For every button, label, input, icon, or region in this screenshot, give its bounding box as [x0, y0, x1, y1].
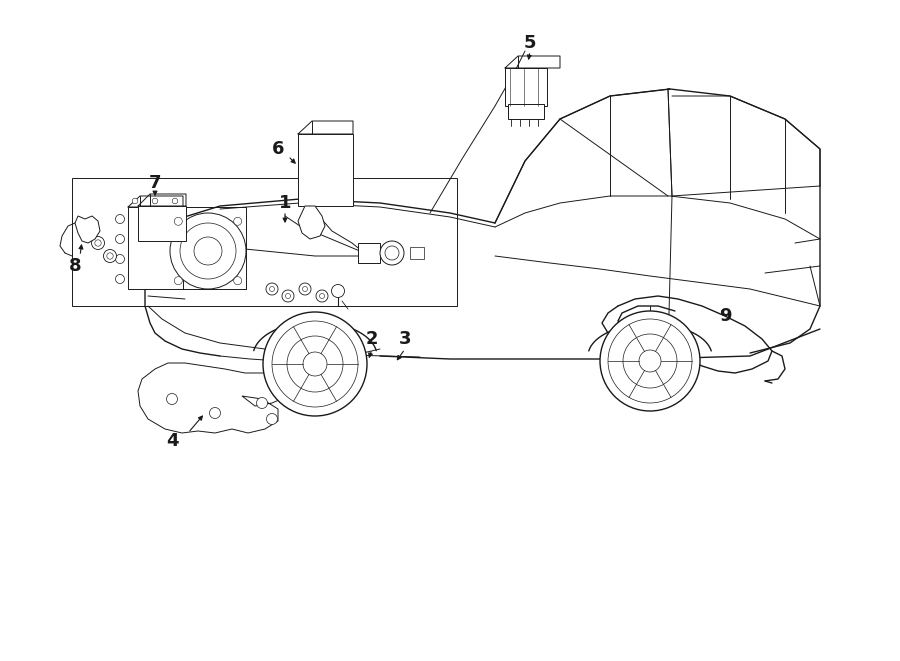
- Circle shape: [234, 217, 242, 225]
- Text: 8: 8: [68, 257, 81, 275]
- Circle shape: [269, 286, 274, 292]
- Circle shape: [600, 311, 700, 411]
- Circle shape: [331, 284, 345, 297]
- Circle shape: [266, 283, 278, 295]
- Circle shape: [180, 223, 236, 279]
- Circle shape: [234, 277, 242, 285]
- Circle shape: [107, 253, 113, 259]
- Circle shape: [175, 277, 183, 285]
- Circle shape: [115, 235, 124, 243]
- Text: 2: 2: [365, 330, 378, 348]
- Circle shape: [282, 290, 294, 302]
- Bar: [298, 134, 353, 206]
- Bar: [505, 68, 547, 106]
- Text: 5: 5: [524, 34, 536, 52]
- Circle shape: [320, 293, 325, 299]
- Circle shape: [104, 249, 116, 262]
- Polygon shape: [138, 363, 298, 433]
- Circle shape: [263, 312, 367, 416]
- Bar: [508, 104, 544, 119]
- Circle shape: [115, 274, 124, 284]
- Bar: [72, 178, 457, 306]
- Bar: [138, 206, 186, 241]
- Circle shape: [266, 414, 277, 424]
- Circle shape: [170, 213, 246, 289]
- Circle shape: [194, 237, 222, 265]
- Text: 3: 3: [399, 330, 411, 348]
- Bar: [410, 247, 424, 259]
- Circle shape: [299, 283, 311, 295]
- Text: 1: 1: [279, 194, 292, 212]
- Circle shape: [380, 241, 404, 265]
- Circle shape: [152, 198, 158, 204]
- Circle shape: [172, 198, 178, 204]
- Circle shape: [285, 293, 291, 299]
- FancyBboxPatch shape: [150, 249, 185, 271]
- Circle shape: [92, 237, 104, 249]
- Polygon shape: [75, 216, 100, 243]
- Bar: [128, 207, 183, 289]
- Circle shape: [94, 240, 101, 246]
- Circle shape: [316, 290, 328, 302]
- Text: 9: 9: [719, 307, 731, 325]
- Circle shape: [115, 254, 124, 264]
- Circle shape: [132, 198, 138, 204]
- Bar: [358, 243, 380, 263]
- Circle shape: [175, 217, 183, 225]
- Text: 4: 4: [166, 432, 178, 450]
- Text: 7: 7: [148, 174, 161, 192]
- Circle shape: [302, 286, 308, 292]
- Circle shape: [256, 397, 267, 408]
- Circle shape: [115, 215, 124, 223]
- Circle shape: [385, 246, 399, 260]
- Polygon shape: [298, 206, 325, 239]
- Circle shape: [166, 393, 177, 405]
- Text: 6: 6: [272, 140, 284, 158]
- Circle shape: [210, 407, 220, 418]
